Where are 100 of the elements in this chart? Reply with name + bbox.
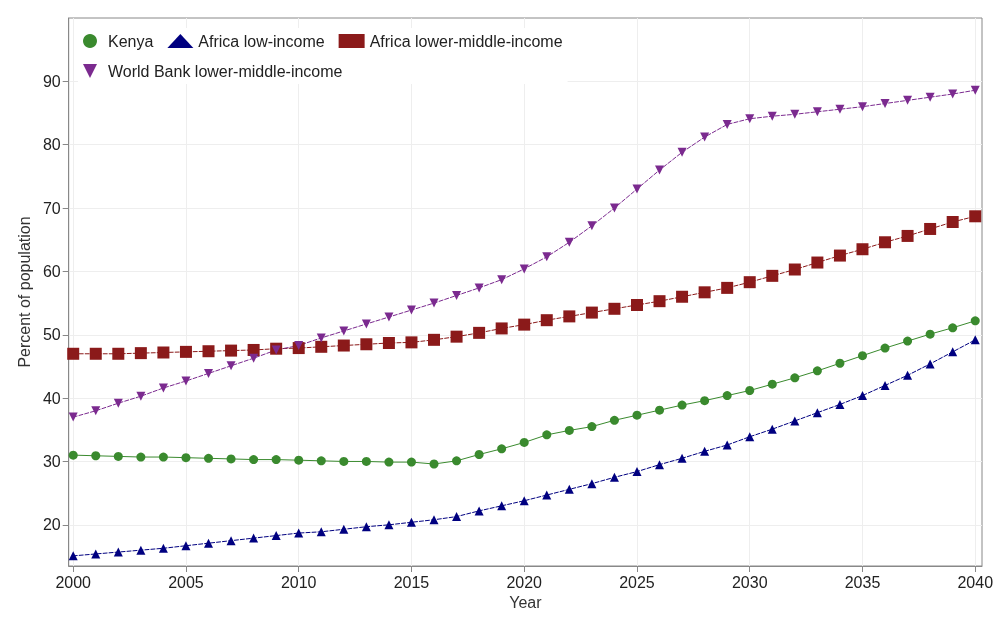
point (179, 345, 192, 358)
point (91, 406, 101, 416)
x-tick-label: 2035 (844, 573, 881, 591)
point (630, 298, 643, 311)
point (767, 379, 777, 389)
point (632, 467, 642, 477)
point (68, 450, 78, 460)
point (474, 283, 484, 293)
point (382, 337, 395, 349)
point (134, 347, 147, 360)
point (497, 444, 507, 454)
point (946, 216, 959, 228)
point (316, 333, 326, 343)
point (204, 538, 214, 548)
point (361, 522, 371, 532)
point (700, 446, 710, 456)
point (632, 410, 642, 420)
point (158, 383, 168, 393)
point (519, 264, 529, 274)
x-tick-label: 2000 (55, 573, 92, 591)
point (429, 459, 439, 469)
point (294, 455, 304, 465)
point (519, 437, 529, 447)
point (226, 454, 236, 464)
point (608, 302, 621, 315)
point (609, 472, 619, 482)
point (113, 451, 123, 461)
point (903, 95, 913, 105)
point (406, 457, 416, 467)
point (271, 455, 281, 465)
point (585, 306, 598, 319)
point (903, 370, 913, 380)
point (495, 322, 508, 335)
point (743, 276, 756, 289)
point (745, 386, 755, 396)
point (202, 345, 215, 358)
point (294, 528, 304, 538)
point (721, 281, 734, 294)
point (880, 380, 890, 390)
point (879, 236, 892, 249)
point (158, 543, 168, 553)
x-tick-label: 2040 (957, 573, 994, 591)
point (405, 336, 418, 349)
point (339, 326, 349, 336)
point (337, 339, 350, 352)
point (677, 400, 687, 410)
point (181, 541, 191, 551)
point (587, 479, 597, 489)
point (811, 256, 824, 269)
point (948, 323, 958, 333)
point (67, 347, 80, 360)
point (136, 545, 146, 555)
point (360, 338, 373, 351)
point (655, 460, 665, 470)
y-tick-label: 20 (42, 516, 61, 534)
point (788, 263, 801, 276)
point (158, 452, 168, 462)
point (249, 455, 259, 465)
point (181, 453, 191, 463)
point (835, 399, 845, 409)
point (406, 517, 416, 527)
point (384, 520, 394, 530)
point (587, 422, 597, 432)
y-tick-label: 40 (42, 389, 61, 407)
point (89, 347, 102, 360)
point (474, 450, 484, 459)
point (429, 515, 439, 525)
x-tick-label: 2015 (393, 573, 430, 591)
point (857, 102, 867, 112)
point (112, 347, 125, 360)
point (339, 456, 349, 466)
point (226, 536, 236, 546)
point (700, 396, 710, 406)
point (204, 453, 214, 463)
point (361, 319, 371, 329)
point (225, 344, 238, 357)
point (429, 298, 439, 308)
legend-label: World Bank lower-middle-income (108, 62, 343, 80)
point (587, 221, 597, 231)
x-tick-label: 2010 (280, 573, 317, 591)
point (745, 114, 755, 124)
point (564, 425, 574, 435)
point (653, 295, 666, 308)
point (970, 316, 980, 326)
y-axis-title: Percent of population (15, 216, 33, 368)
x-axis-title: Year (509, 594, 543, 612)
point (969, 210, 982, 223)
point (857, 391, 867, 401)
point (722, 119, 732, 129)
point (157, 346, 170, 359)
point (766, 269, 779, 282)
x-tick-label: 2030 (731, 573, 768, 591)
y-tick-label: 90 (42, 72, 61, 90)
point (835, 104, 845, 114)
point (384, 457, 394, 467)
point (271, 531, 281, 541)
point (901, 229, 914, 242)
y-tick-label: 30 (42, 452, 61, 470)
point (857, 351, 867, 361)
point (767, 424, 777, 434)
